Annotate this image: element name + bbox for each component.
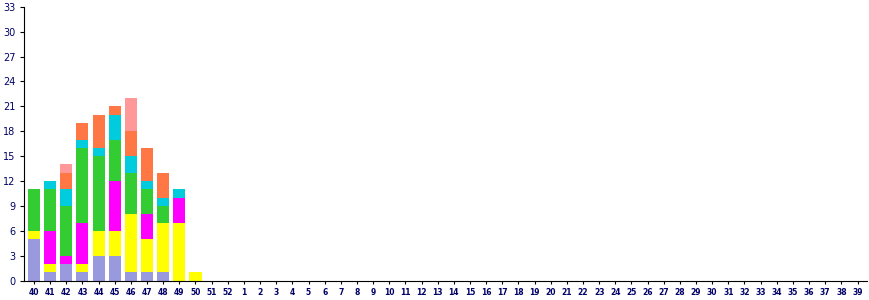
Bar: [76, 223, 89, 264]
Bar: [109, 231, 121, 256]
Bar: [44, 231, 56, 264]
Bar: [76, 148, 89, 223]
Bar: [173, 189, 185, 198]
Bar: [76, 264, 89, 272]
Bar: [92, 156, 104, 231]
Bar: [141, 214, 153, 239]
Bar: [76, 123, 89, 140]
Bar: [28, 239, 40, 280]
Bar: [141, 239, 153, 272]
Bar: [141, 189, 153, 214]
Bar: [189, 272, 202, 281]
Bar: [157, 272, 169, 281]
Bar: [44, 272, 56, 281]
Bar: [124, 131, 136, 156]
Bar: [124, 214, 136, 272]
Bar: [141, 272, 153, 281]
Bar: [60, 264, 72, 280]
Bar: [44, 189, 56, 231]
Bar: [109, 106, 121, 115]
Bar: [109, 115, 121, 140]
Bar: [60, 164, 72, 173]
Bar: [109, 256, 121, 280]
Bar: [92, 231, 104, 256]
Bar: [157, 198, 169, 206]
Bar: [92, 115, 104, 148]
Bar: [109, 181, 121, 231]
Bar: [109, 140, 121, 181]
Bar: [124, 98, 136, 131]
Bar: [60, 256, 72, 264]
Bar: [173, 198, 185, 223]
Bar: [157, 223, 169, 272]
Bar: [141, 181, 153, 189]
Bar: [141, 148, 153, 181]
Bar: [157, 173, 169, 198]
Bar: [92, 148, 104, 156]
Bar: [28, 231, 40, 239]
Bar: [124, 272, 136, 281]
Bar: [44, 264, 56, 272]
Bar: [44, 181, 56, 189]
Bar: [28, 189, 40, 231]
Bar: [76, 272, 89, 281]
Bar: [173, 223, 185, 280]
Bar: [76, 140, 89, 148]
Bar: [124, 173, 136, 214]
Bar: [60, 173, 72, 189]
Bar: [60, 189, 72, 206]
Bar: [124, 156, 136, 173]
Bar: [157, 206, 169, 223]
Bar: [60, 206, 72, 256]
Bar: [92, 256, 104, 280]
